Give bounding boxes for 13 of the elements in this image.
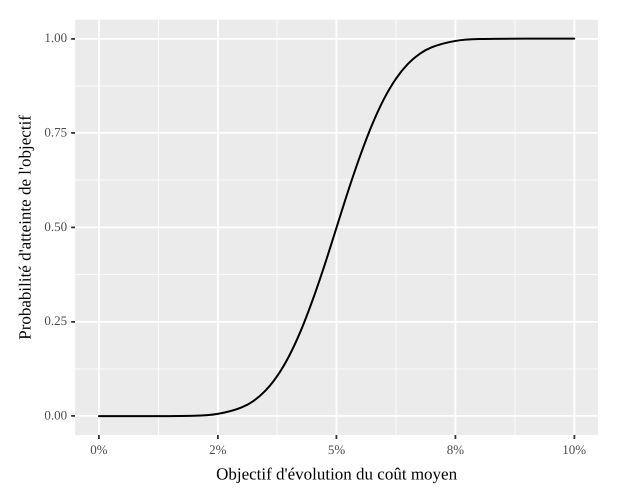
x-axis-title: Objectif d'évolution du coût moyen xyxy=(216,464,458,484)
y-tick-label: 0.00 xyxy=(44,408,68,423)
x-tick-label: 10% xyxy=(562,442,586,458)
x-tick-label: 8% xyxy=(446,442,464,458)
y-tick-label: 0.25 xyxy=(44,313,68,328)
y-axis-title: Probabilité d'atteinte de l'objectif xyxy=(16,114,35,340)
y-tick-label: 0.50 xyxy=(44,218,68,234)
line-series xyxy=(98,38,576,418)
x-tick-label: 5% xyxy=(328,442,346,458)
x-tick-label: 2% xyxy=(209,442,227,458)
y-tick-label: 1.00 xyxy=(44,30,68,46)
x-tick-label: 0% xyxy=(90,442,108,458)
y-tick-label: 0.75 xyxy=(44,124,68,140)
